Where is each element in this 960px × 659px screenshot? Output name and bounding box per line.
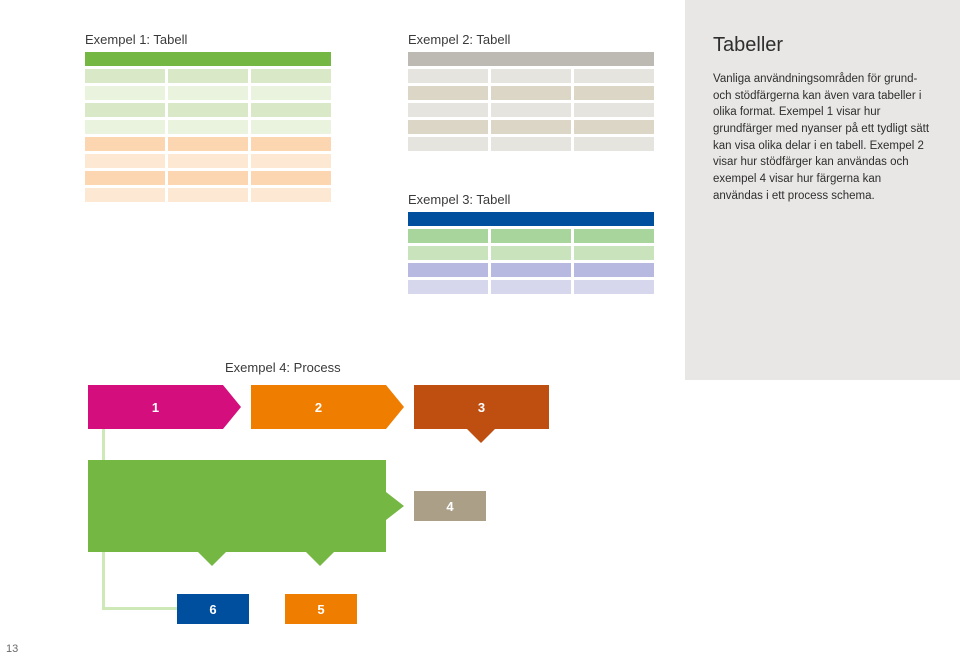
example-3-label: Exempel 3: Tabell: [408, 192, 510, 207]
example-1-label: Exempel 1: Tabell: [85, 32, 187, 47]
table-cell: [408, 69, 488, 83]
table-cell: [251, 171, 331, 185]
table-cell: [168, 171, 248, 185]
table-cell: [491, 137, 571, 151]
table-cell: [85, 69, 165, 83]
table-cell: [85, 137, 165, 151]
table-row: [408, 263, 654, 277]
table-example-2: [408, 52, 654, 154]
table-cell: [408, 137, 488, 151]
table-cell: [408, 120, 488, 134]
table-cell: [251, 69, 331, 83]
table-cell: [85, 171, 165, 185]
table-cell: [574, 229, 654, 243]
table-cell: [168, 103, 248, 117]
table-cell: [574, 103, 654, 117]
table-cell: [168, 120, 248, 134]
table-row: [85, 171, 331, 185]
table-cell: [574, 263, 654, 277]
process-big-box: [88, 460, 386, 552]
arrow-right-icon: [386, 385, 404, 429]
table-cell: [168, 69, 248, 83]
process-step-1: 1: [88, 385, 223, 429]
sidebar-panel: Tabeller Vanliga användningsområden för …: [685, 0, 960, 380]
table-row: [408, 103, 654, 117]
process-step-6: 6: [177, 594, 249, 624]
table-row: [85, 120, 331, 134]
table-row: [85, 188, 331, 202]
table-cell: [251, 86, 331, 100]
example-2-label: Exempel 2: Tabell: [408, 32, 510, 47]
table-cell: [491, 103, 571, 117]
table-row: [85, 69, 331, 83]
example-4-label: Exempel 4: Process: [225, 360, 341, 375]
table-cell: [85, 120, 165, 134]
table-cell: [85, 154, 165, 168]
table-cell: [168, 137, 248, 151]
table-cell: [251, 103, 331, 117]
table-cell: [408, 103, 488, 117]
table-example-3: [408, 212, 654, 297]
table-cell: [491, 69, 571, 83]
process-step-5: 5: [285, 594, 357, 624]
sidebar-body: Vanliga användningsområden för grund- oc…: [713, 71, 932, 204]
table-cell: [408, 263, 488, 277]
table-cell: [251, 120, 331, 134]
arrow-down-icon: [306, 552, 334, 566]
table-cell: [85, 86, 165, 100]
arrow-right-icon: [223, 385, 241, 429]
sidebar-title: Tabeller: [713, 34, 932, 57]
table-cell: [408, 246, 488, 260]
process-step-3: 3: [414, 385, 549, 429]
table-cell: [574, 137, 654, 151]
table-cell: [168, 188, 248, 202]
table-cell: [168, 154, 248, 168]
table-cell: [408, 86, 488, 100]
table-cell: [491, 246, 571, 260]
page-number: 13: [6, 643, 18, 655]
table-cell: [85, 103, 165, 117]
process-step-2: 2: [251, 385, 386, 429]
table-row: [85, 137, 331, 151]
table-cell: [574, 86, 654, 100]
table-cell: [491, 86, 571, 100]
table-cell: [251, 188, 331, 202]
table-cell: [574, 120, 654, 134]
arrow-down-icon: [198, 552, 226, 566]
table-cell: [408, 229, 488, 243]
table-cell: [491, 263, 571, 277]
table-row: [408, 137, 654, 151]
page: Exempel 1: Tabell Exempel 2: Tabell Exem…: [0, 0, 960, 659]
table-cell: [251, 154, 331, 168]
table-header: [408, 212, 654, 226]
table-header: [85, 52, 331, 66]
table-cell: [574, 280, 654, 294]
table-row: [408, 280, 654, 294]
table-cell: [491, 280, 571, 294]
table-row: [408, 69, 654, 83]
table-cell: [408, 280, 488, 294]
table-cell: [574, 246, 654, 260]
table-row: [85, 154, 331, 168]
table-cell: [491, 229, 571, 243]
table-row: [408, 229, 654, 243]
process-step-4: 4: [414, 491, 486, 521]
table-row: [85, 86, 331, 100]
table-header: [408, 52, 654, 66]
table-cell: [574, 69, 654, 83]
arrow-down-icon: [467, 429, 495, 443]
table-cell: [85, 188, 165, 202]
table-cell: [491, 120, 571, 134]
table-row: [408, 120, 654, 134]
table-row: [408, 246, 654, 260]
table-row: [85, 103, 331, 117]
table-cell: [251, 137, 331, 151]
table-cell: [168, 86, 248, 100]
table-example-1: [85, 52, 331, 205]
arrow-right-icon: [386, 492, 404, 520]
connector-line: [102, 607, 177, 610]
table-row: [408, 86, 654, 100]
